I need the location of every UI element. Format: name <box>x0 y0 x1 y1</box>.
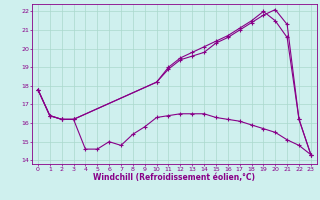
X-axis label: Windchill (Refroidissement éolien,°C): Windchill (Refroidissement éolien,°C) <box>93 173 255 182</box>
